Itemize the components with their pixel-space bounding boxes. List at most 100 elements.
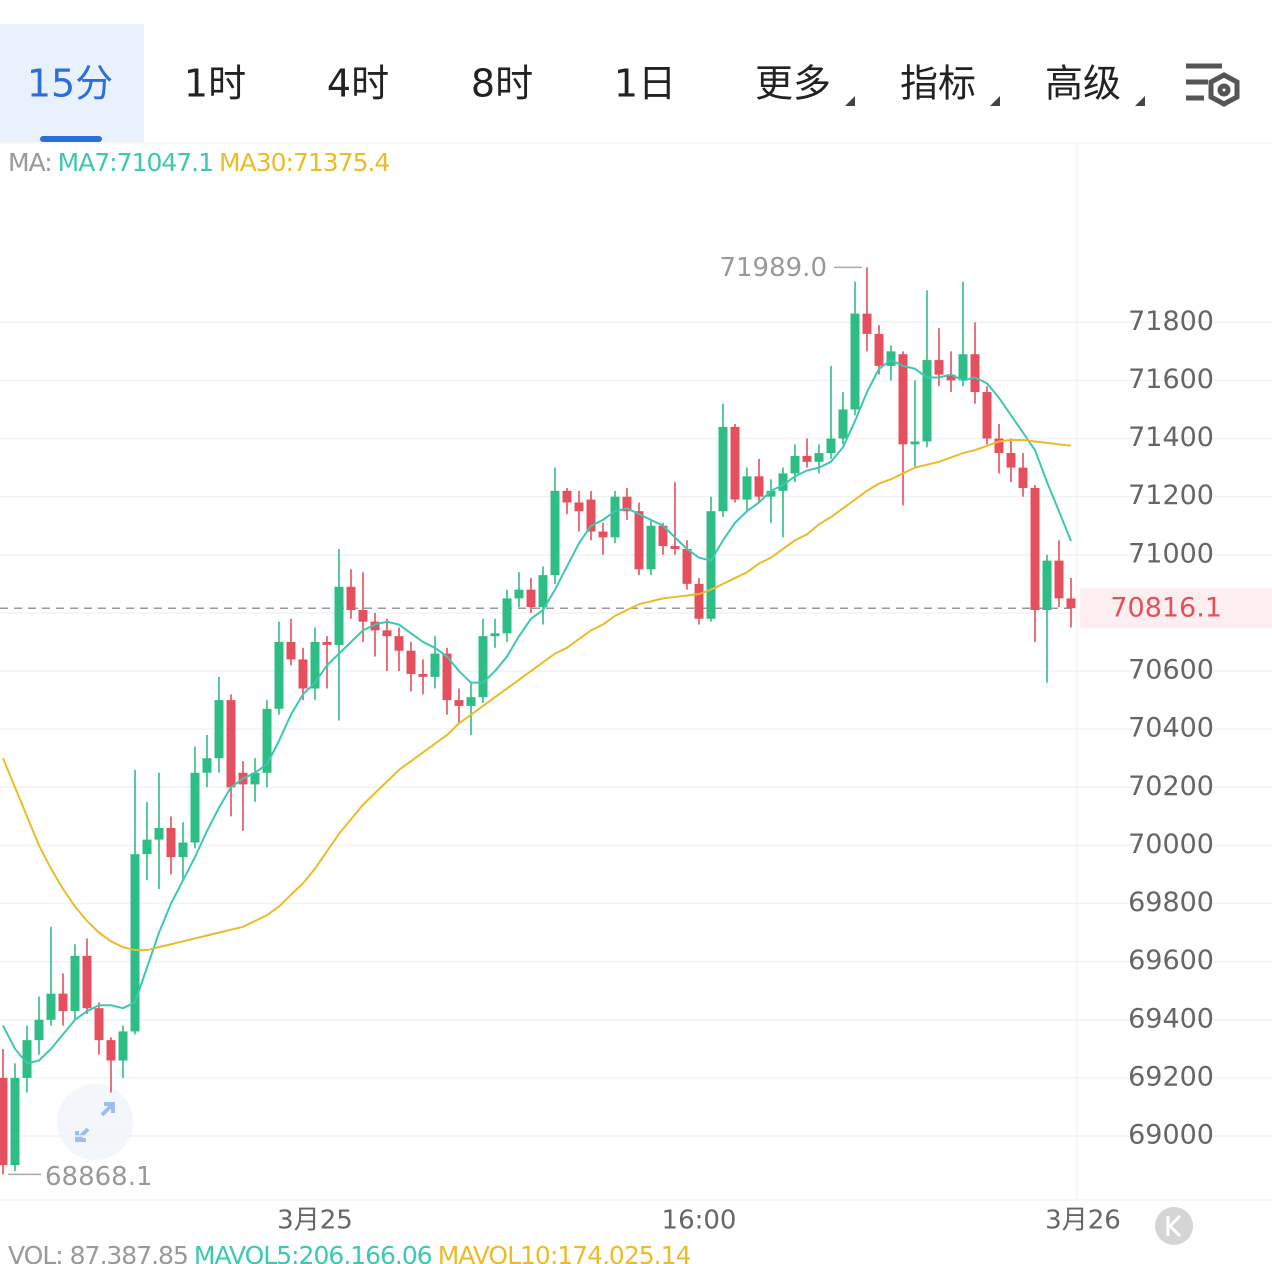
candle-body — [766, 490, 776, 497]
candle-body — [22, 1040, 32, 1078]
y-tick-label: 70400 — [1128, 713, 1214, 744]
candle-body — [1054, 560, 1064, 599]
dropdown-caret — [1135, 96, 1145, 106]
tab[interactable]: 指标 — [900, 62, 976, 106]
dropdown-caret — [990, 96, 1000, 106]
candle-body — [250, 772, 260, 785]
candle-body — [658, 525, 668, 547]
y-tick-label: 70600 — [1128, 655, 1214, 686]
candle-body — [598, 531, 608, 538]
candle-body — [262, 708, 272, 773]
active-tab-underline — [40, 136, 102, 142]
candle-body — [70, 955, 80, 1012]
candle-body — [862, 313, 872, 334]
candle-body — [382, 630, 392, 637]
candle-body — [610, 496, 620, 538]
volume-entry: VOL: 87,387.85 — [8, 1241, 188, 1264]
candle-body — [34, 1019, 44, 1041]
candle-body — [514, 589, 524, 599]
candle-body — [46, 993, 56, 1020]
candle-body — [94, 1008, 104, 1041]
candle-body — [670, 546, 680, 549]
candle-body — [802, 455, 812, 462]
tab[interactable]: 4时 — [327, 62, 389, 106]
candle-body — [418, 673, 428, 677]
candle-body — [190, 772, 200, 843]
candle-body — [574, 502, 584, 512]
candle-body — [274, 641, 284, 709]
candle-body — [178, 842, 188, 858]
dropdown-caret — [845, 96, 855, 106]
y-tick-label: 70000 — [1128, 829, 1214, 860]
settings-icon[interactable] — [1186, 63, 1240, 107]
candle-body — [718, 426, 728, 512]
candle-body — [922, 360, 932, 442]
candle-body — [226, 700, 236, 788]
volume-entry: MAVOL5:206,166.06 — [194, 1241, 432, 1264]
candle-body — [166, 827, 176, 858]
tab[interactable]: 高级 — [1045, 62, 1121, 106]
tab[interactable]: 1时 — [184, 62, 246, 106]
y-tick-label: 71200 — [1128, 480, 1214, 511]
candle-body — [142, 839, 152, 855]
y-tick-label: 69200 — [1128, 1061, 1214, 1092]
candle-body — [298, 659, 308, 689]
candle-body — [1006, 453, 1016, 468]
volume-legend: VOL: 87,387.85 MAVOL5:206,166.06 MAVOL10:1… — [8, 1241, 690, 1264]
candle-body — [982, 392, 992, 439]
last-price-bg — [1080, 588, 1272, 629]
candle-body — [1042, 560, 1052, 611]
tab[interactable]: 更多 — [755, 62, 831, 106]
ma-line — [2, 358, 1072, 1065]
candle-body — [742, 476, 752, 500]
candle-body — [334, 586, 344, 645]
candle-body — [10, 1077, 20, 1166]
candle-body — [286, 641, 296, 660]
x-tick-label: 3月26 — [1045, 1206, 1121, 1236]
tab[interactable]: 8时 — [471, 62, 533, 106]
y-tick-label: 69000 — [1128, 1120, 1214, 1151]
candle-body — [886, 351, 896, 366]
candle-body — [754, 476, 764, 497]
candle-body — [550, 490, 560, 576]
candle-body — [502, 598, 512, 634]
expand-button[interactable] — [57, 1084, 133, 1160]
candle-body — [694, 583, 704, 619]
candle-body — [346, 586, 356, 611]
k-button[interactable] — [1155, 1207, 1193, 1245]
candle-body — [682, 548, 692, 584]
last-price-label: 70816.1 — [1110, 593, 1222, 624]
candle-body — [826, 438, 836, 454]
ma-legend: MA: MA7:71047.1 MA30:71375.4 — [8, 148, 389, 177]
candle-body — [214, 700, 224, 759]
candle-body — [958, 354, 968, 381]
y-tick-label: 71600 — [1128, 364, 1214, 395]
candle-body — [394, 636, 404, 651]
candle-body — [874, 333, 884, 366]
candle-body — [58, 993, 68, 1012]
candle-body — [778, 473, 788, 491]
candle-body — [850, 313, 860, 410]
y-tick-label: 69800 — [1128, 887, 1214, 918]
candle-body — [646, 525, 656, 570]
candle-body — [1018, 467, 1028, 488]
candle-body — [898, 354, 908, 445]
ma-line — [2, 438, 1072, 952]
min-label: 68868.1 — [45, 1162, 153, 1192]
candle-body — [970, 354, 980, 393]
candle-body — [322, 641, 332, 645]
candle-body — [0, 1077, 8, 1166]
candle-body — [490, 633, 500, 637]
candle-body — [478, 636, 488, 698]
candle-body — [526, 589, 536, 608]
candle-body — [202, 758, 212, 773]
candle-body — [706, 511, 716, 619]
legend-entry: MA30:71375.4 — [219, 148, 389, 177]
tab[interactable]: 15分 — [27, 62, 113, 106]
candle-body — [358, 610, 368, 622]
max-label: 71989.0 — [719, 253, 827, 283]
tab[interactable]: 1日 — [614, 62, 676, 106]
y-tick-label: 69400 — [1128, 1003, 1214, 1034]
candle-body — [946, 374, 956, 381]
legend-entry: MA7:71047.1 — [58, 148, 213, 177]
